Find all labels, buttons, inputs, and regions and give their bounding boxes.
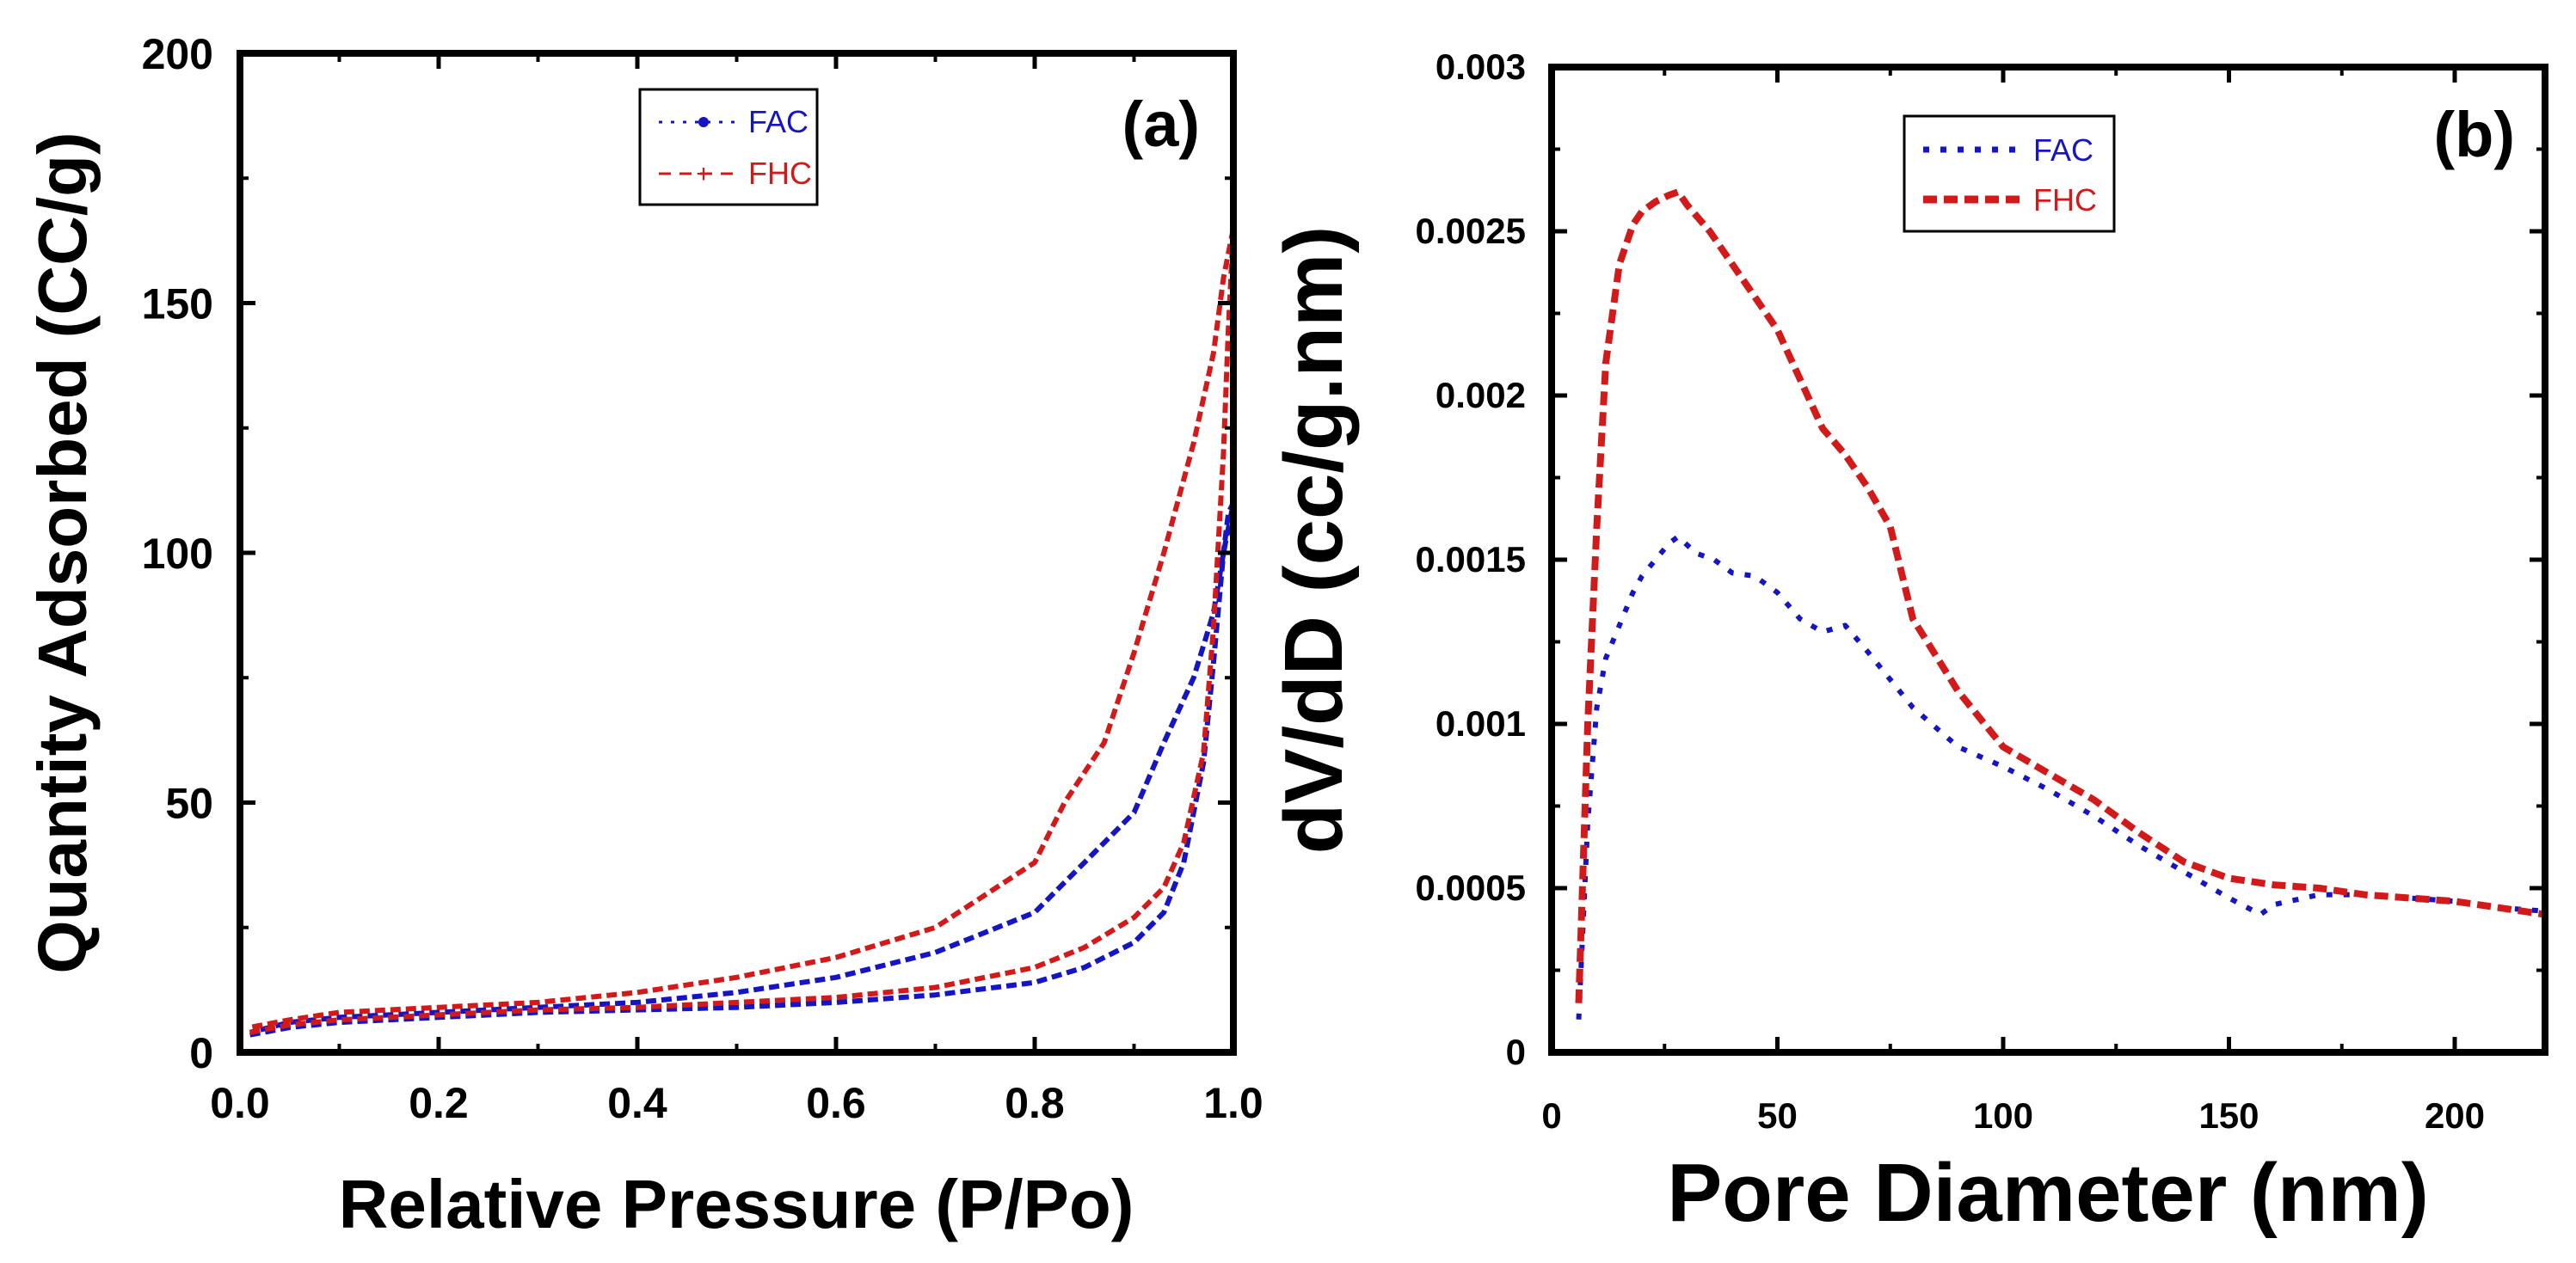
- panel-b-y-tick-label: 0.001: [1436, 703, 1526, 744]
- panel-b-x-tick-label: 100: [1973, 1095, 2033, 1136]
- panel-b-legend-fac-label: FAC: [2033, 132, 2093, 168]
- panel-a-x-tick-label: 0.2: [409, 1079, 469, 1127]
- panel-a-series-fhc: [249, 225, 1236, 1035]
- panel-b-series-fhc: [1575, 188, 2546, 1003]
- panel-a-y-axis-title: Quantity Adsorbed (CC/g): [24, 132, 101, 973]
- panel-b-x-tick-label: 50: [1757, 1095, 1798, 1136]
- panel-a-legend-box: [638, 88, 819, 206]
- panel-a-x-tick-label: 1.0: [1203, 1079, 1263, 1127]
- panel-b-x-tick-label: 0: [1541, 1095, 1561, 1136]
- panel-a-y-tick-label: 200: [142, 30, 213, 78]
- panel-a-legend: FAC + FHC: [638, 88, 819, 206]
- panel-a-y-tick-label: 100: [142, 530, 213, 578]
- panel-b-x-tick-label: 150: [2198, 1095, 2259, 1136]
- panel-a-x-tick-label: 0.0: [210, 1079, 270, 1127]
- panel-a-series: [249, 225, 1236, 1038]
- panel-b-y-tick-label: 0.0015: [1416, 539, 1526, 579]
- chart-panel-b: 0 50 100 150 200 0 0.0005 0.001 0.0015 0.002 0.002…: [1268, 46, 2548, 1239]
- panel-a-label: (a): [1122, 89, 1200, 160]
- panel-a-x-tick-label: 0.8: [1005, 1079, 1065, 1127]
- panel-b-legend-fhc-label: FHC: [2033, 182, 2097, 218]
- panel-b-series-fac: [1576, 534, 2546, 1020]
- panel-a-x-tick-label: 0.6: [806, 1079, 866, 1127]
- panel-b-y-tick-label: 0.002: [1436, 375, 1526, 415]
- panel-b-y-axis-title: dV/dD (cc/g.nm): [1268, 226, 1360, 855]
- panel-b-x-axis-title: Pore Diameter (nm): [1667, 1147, 2429, 1239]
- panel-a-legend-fac-label: FAC: [748, 104, 808, 139]
- panel-b-y-tick-label: 0.003: [1436, 46, 1526, 87]
- panel-a-x-axis-title: Relative Pressure (P/Po): [339, 1166, 1134, 1242]
- panel-a-legend-fhc-label: FHC: [748, 156, 812, 191]
- panel-b-y-tick-label: 0: [1506, 1032, 1526, 1072]
- panel-b-label: (b): [2434, 99, 2516, 170]
- panel-b-series: [1575, 188, 2546, 1020]
- panel-a-legend-fhc-marker: +: [696, 160, 711, 188]
- panel-b-legend: FAC FHC: [1903, 114, 2116, 233]
- panel-a-y-tick-label: 0: [189, 1029, 213, 1077]
- panel-b-y-tick-label: 0.0005: [1416, 868, 1526, 908]
- panel-a-legend-fac-marker: [698, 117, 709, 127]
- panel-b-x-tick-label: 200: [2425, 1095, 2485, 1136]
- chart-panel-a: 0.0 0.2 0.4 0.6 0.8 1.0 0 50 100 150 200 (a) Relat…: [24, 30, 1263, 1242]
- panel-a-x-tick-label: 0.4: [607, 1079, 667, 1127]
- panel-b-y-tick-label: 0.0025: [1416, 211, 1526, 251]
- panel-a-series-fac: [249, 500, 1236, 1038]
- panel-a-y-tick-label: 150: [142, 280, 213, 328]
- panel-b-ticks: 0 50 100 150 200 0 0.0005 0.001 0.0015 0.002 0.002…: [1416, 46, 2545, 1136]
- panel-a-y-tick-label: 50: [165, 780, 213, 828]
- panel-a-ticks: 0.0 0.2 0.4 0.6 0.8 1.0 0 50 100 150 200: [142, 30, 1263, 1127]
- panel-b-legend-box: [1903, 114, 2116, 233]
